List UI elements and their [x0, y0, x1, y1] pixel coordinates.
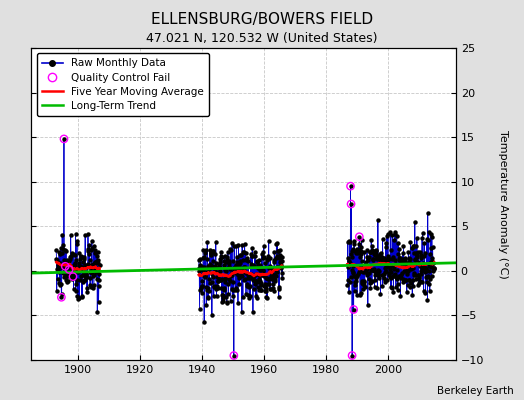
Point — [355, 234, 364, 240]
Point — [347, 201, 355, 207]
Point — [348, 352, 356, 359]
Point — [69, 274, 77, 280]
Point — [65, 266, 73, 273]
Text: Berkeley Earth: Berkeley Earth — [437, 386, 514, 396]
Legend: Raw Monthly Data, Quality Control Fail, Five Year Moving Average, Long-Term Tren: Raw Monthly Data, Quality Control Fail, … — [37, 53, 209, 116]
Text: 47.021 N, 120.532 W (United States): 47.021 N, 120.532 W (United States) — [146, 32, 378, 45]
Text: ELLENSBURG/BOWERS FIELD: ELLENSBURG/BOWERS FIELD — [151, 12, 373, 27]
Point — [350, 306, 358, 313]
Y-axis label: Temperature Anomaly (°C): Temperature Anomaly (°C) — [498, 130, 508, 278]
Point — [60, 136, 68, 142]
Point — [346, 183, 355, 189]
Point — [230, 352, 238, 359]
Point — [61, 263, 70, 270]
Point — [57, 294, 66, 300]
